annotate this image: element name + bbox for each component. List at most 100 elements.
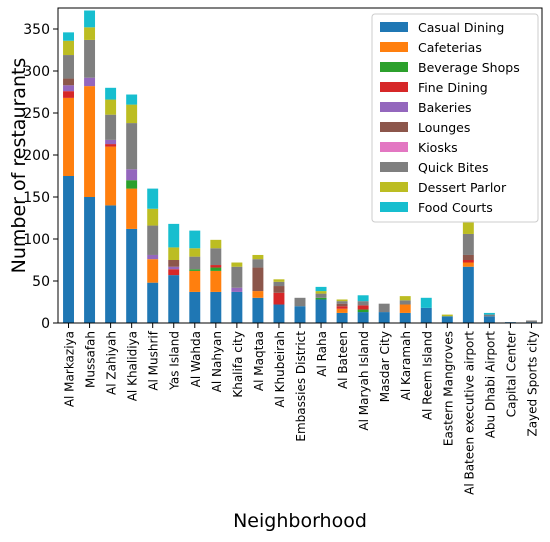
bar-segment xyxy=(315,286,327,292)
bar-segment xyxy=(147,254,159,260)
bar-segment xyxy=(147,225,159,255)
bar-segment xyxy=(63,78,74,86)
legend-label: Cafeterias xyxy=(418,40,482,55)
bar-segment xyxy=(147,188,159,209)
y-tick-label: 0 xyxy=(41,316,50,332)
bar-segment xyxy=(462,221,474,234)
bar-segment xyxy=(273,279,285,282)
bar-segment xyxy=(189,248,201,257)
bar-segment xyxy=(252,267,264,292)
bar-segment xyxy=(315,299,327,323)
legend-swatch xyxy=(380,102,408,112)
legend-box xyxy=(371,13,539,223)
bar-segment xyxy=(168,223,180,248)
bar-segment xyxy=(189,230,201,249)
y-tick-label: 150 xyxy=(23,190,50,206)
bar-segment xyxy=(336,306,348,309)
legend-label: Quick Bites xyxy=(418,160,488,175)
bar-segment xyxy=(126,180,138,189)
bar-segment xyxy=(357,305,369,310)
bar-segment xyxy=(294,297,306,307)
bar-segment xyxy=(252,254,264,260)
legend-label: Kiosks xyxy=(418,140,458,155)
bar-segment xyxy=(105,146,117,206)
x-tick-label: Al Khubeirah xyxy=(273,331,287,408)
bar-segment xyxy=(147,282,159,323)
bar-segment xyxy=(336,301,348,304)
bar-segment xyxy=(210,248,222,266)
legend-swatch xyxy=(380,62,408,72)
legend-label: Lounges xyxy=(418,120,470,135)
bar-segment xyxy=(63,55,74,79)
bar-segment xyxy=(336,303,348,307)
bar-segment xyxy=(168,275,180,323)
x-tick-label: Abu Dhabi Airport xyxy=(483,331,497,439)
legend-label: Fine Dining xyxy=(418,80,488,95)
x-tick-label: Al Nahyan xyxy=(210,331,224,392)
legend-label: Casual Dining xyxy=(418,20,504,35)
bar-segment xyxy=(420,307,432,323)
x-tick-label: Yas Island xyxy=(168,331,182,391)
bar-segment xyxy=(357,301,369,306)
bar-segment xyxy=(105,114,117,140)
bar-segment xyxy=(105,87,117,100)
x-tick-label: Al Bateen executive airport xyxy=(462,331,476,495)
bar-segment xyxy=(462,260,474,263)
x-tick-label: Capital Center xyxy=(504,331,518,417)
x-tick-label: Embassies District xyxy=(294,331,308,442)
legend-label: Food Courts xyxy=(418,200,493,215)
bar-segment xyxy=(63,97,74,176)
bar-segment xyxy=(441,314,453,317)
y-tick-label: 250 xyxy=(23,106,50,122)
x-tick-label: Al Raha xyxy=(315,331,329,377)
x-tick-label: Al Maqtaa xyxy=(252,331,266,391)
bar-segment xyxy=(273,292,285,305)
bar-segment xyxy=(126,228,138,323)
bar-segment xyxy=(315,291,327,294)
x-tick-label: Al Karamah xyxy=(399,331,413,400)
x-tick-label: Al Maryah Island xyxy=(357,331,371,431)
bar-segment xyxy=(84,10,96,28)
bar-segment xyxy=(378,312,390,323)
y-tick-label: 300 xyxy=(23,64,50,80)
x-tick-label: Al Reem Island xyxy=(420,331,434,420)
bar-segment xyxy=(252,259,264,268)
bar-segment xyxy=(462,262,474,267)
x-axis-label: Neighborhood xyxy=(233,510,367,532)
bar-segment xyxy=(126,104,138,124)
bar-segment xyxy=(84,86,96,197)
bar-segment xyxy=(462,233,474,255)
x-tick-label: Eastern Mangroves xyxy=(441,331,455,446)
bar-segment xyxy=(336,299,348,302)
legend-swatch xyxy=(380,82,408,92)
bar-segment xyxy=(294,306,306,323)
bar-segment xyxy=(105,99,117,115)
bar-segment xyxy=(252,291,264,298)
bar-segment xyxy=(336,312,348,323)
legend: Casual Dining Cafeterias Beverage Shops Fin… xyxy=(371,13,539,223)
bar-segment xyxy=(84,197,96,323)
bar-segment xyxy=(273,286,285,293)
bar-segment xyxy=(462,254,474,260)
bar-segment xyxy=(273,304,285,323)
bar-segment xyxy=(189,256,201,270)
bar-segment xyxy=(210,239,222,249)
bar-segment xyxy=(168,266,180,270)
bar-segment xyxy=(84,27,96,40)
bar-segment xyxy=(231,266,243,288)
bar-segment xyxy=(189,269,201,271)
bars-layer xyxy=(63,10,537,323)
x-tick-label: Al Wahda xyxy=(189,331,203,387)
x-tick-label: Al Mushrif xyxy=(147,330,161,390)
bar-segment xyxy=(189,291,201,323)
bar-segment xyxy=(483,314,495,317)
x-tick-label: Al Bateen xyxy=(336,331,350,389)
bar-segment xyxy=(126,123,138,170)
y-axis-label: Number of restaurants xyxy=(8,58,30,274)
bar-segment xyxy=(189,270,201,292)
bar-segment xyxy=(210,270,222,292)
bar-segment xyxy=(126,188,138,229)
legend-swatch xyxy=(380,182,408,192)
legend-swatch xyxy=(380,142,408,152)
